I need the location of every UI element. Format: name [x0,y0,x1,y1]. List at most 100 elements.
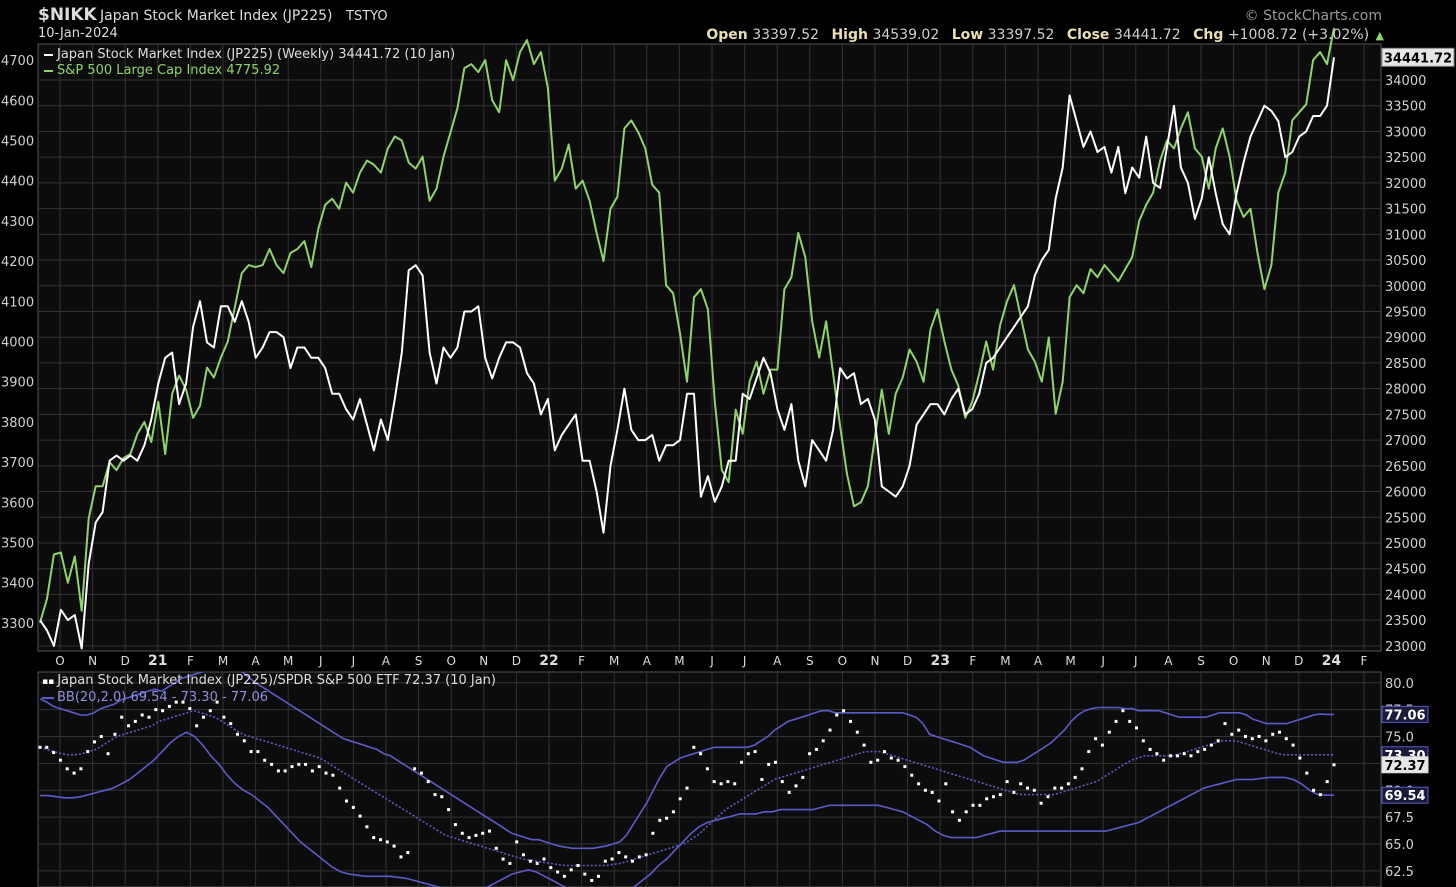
right-tick-label: 31000 [1385,228,1426,243]
ratio-point [242,739,246,743]
ratio-point [522,853,525,857]
ratio-point [597,874,600,878]
ratio-point [52,751,56,755]
right-tick-label: 28500 [1385,357,1426,372]
ratio-point [324,771,328,775]
x-tick-label: 21 [148,653,167,669]
ratio-point [406,851,410,855]
ratio-point [222,715,226,719]
ratio-point [351,805,355,809]
ratio-point [821,739,825,743]
legend-bb: BB(20,2.0) 69.54 - 73.30 - 77.06 [42,690,268,705]
ratio-point [692,745,696,749]
ratio-point [181,700,185,704]
bb-value-tag-upper [1381,705,1429,723]
ratio-point [399,855,403,859]
right-tick-label: 29000 [1385,331,1426,346]
chart-date: 10-Jan-2024 [38,26,118,41]
ratio-point [644,853,648,857]
left-tick-label: 3400 [1,577,34,592]
ratio-point [365,825,369,829]
x-tick-label: O [1229,654,1238,668]
ratio-point [481,831,485,835]
ratio-point [998,793,1002,797]
ratio-point [1216,739,1220,743]
close-value: 34441.72 [1113,27,1181,43]
ratio-point [290,765,294,769]
x-tick-label: J [351,654,356,668]
ratio-point [93,740,96,744]
lower-plot-group [38,672,1381,887]
left-tick-label: 3800 [1,416,34,431]
ratio-point [760,778,764,781]
ratio-point [883,750,886,754]
brand-watermark[interactable]: © StockCharts.com [1244,8,1382,24]
low-label: Low [951,27,984,43]
bb-middle-band [39,709,1334,867]
right-tick-label: 27500 [1385,408,1426,423]
right-tick-label: 24000 [1385,588,1426,603]
ratio-point [774,760,777,764]
legend-spx: S&P 500 Large Cap Index 4775.92 [44,63,280,78]
ratio-point [1284,737,1288,741]
ratio-point [992,795,995,799]
ratio-point [229,722,233,726]
ratio-point [637,855,641,859]
legend-spx-text: S&P 500 Large Cap Index 4775.92 [57,63,281,78]
ratio-point [1291,743,1295,747]
bb-value-tag-lower [1381,786,1429,804]
ratio-point [733,782,737,786]
ratio-point [310,769,314,773]
x-tick-label: O [838,654,847,668]
bb-lower-band [40,731,1334,887]
right-tick-label: 23500 [1385,614,1426,629]
ratio-point [263,758,267,762]
ratio-point [699,752,703,756]
ratio-point [978,803,982,807]
ratio-point [440,795,444,799]
ratio-point [1237,728,1241,732]
ratio-point [195,724,199,728]
bb-value-tag-text-last: 72.37 [1384,759,1425,774]
ratio-point [923,788,927,792]
ratio-point [944,782,948,786]
ratio-point [426,780,430,784]
legend-swatch-nikkei [44,53,53,56]
x-tick-label: F [578,654,585,668]
legend-nikkei-text: Japan Stock Market Index (JP225) (Weekly… [57,47,456,62]
ratio-point [297,762,301,766]
ratio-point [379,838,382,842]
series-line-spx [39,27,1335,624]
ratio-point [1060,786,1064,790]
last-value-tag [1381,47,1455,67]
ratio-point [1155,752,1159,756]
ratio-point [474,833,478,837]
series-line-nikkei [39,57,1335,650]
ratio-point [869,760,873,764]
ratio-point [1053,786,1057,790]
ratio-point [549,866,553,870]
ratio-point [1107,730,1111,734]
x-tick-label: M [674,654,684,668]
ratio-point [1189,754,1193,758]
ratio-point [79,767,83,771]
x-tick-label: 24 [1322,653,1342,669]
legend-ratio-dots-icon: ▪▪ [42,677,55,687]
legend-swatch-bb [42,696,54,699]
ratio-point [726,780,730,784]
ratio-point [494,846,498,850]
x-tick-label: N [1262,654,1271,668]
right-tick-label: 23000 [1385,640,1426,655]
x-tick-label: S [1197,654,1205,668]
ratio-point [1312,788,1316,792]
ohlc-stats: Open 33397.52 High 34539.02 Low 33397.52… [706,27,1384,43]
ratio-point [1196,750,1200,754]
ratio-tick-label: 65.0 [1385,838,1414,853]
ratio-point [855,730,859,734]
ratio-tick-label: 67.5 [1385,811,1414,826]
ratio-point [576,864,580,867]
ratio-point [1135,726,1138,730]
ratio-point [304,762,308,766]
x-tick-label: N [88,654,97,668]
